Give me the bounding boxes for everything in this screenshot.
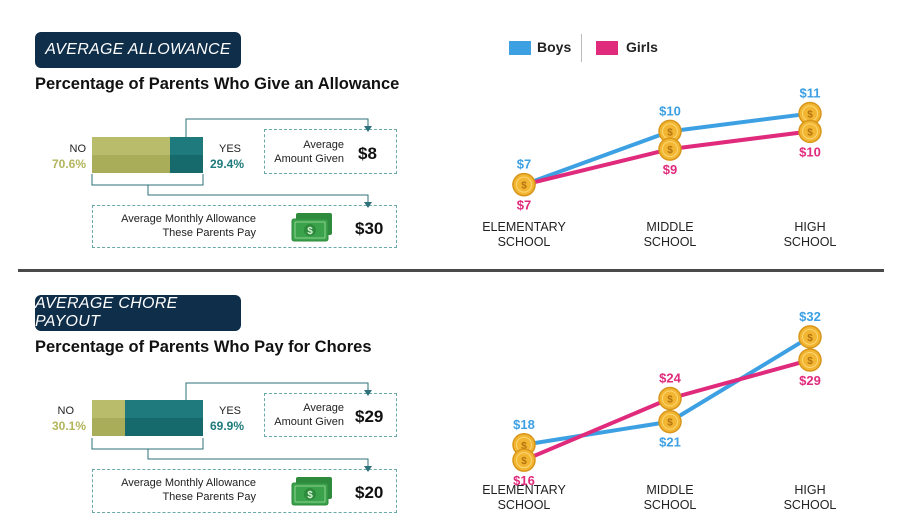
- chores-bar: [92, 400, 203, 436]
- allowance-monthly-line1: Average Monthly Allowance: [121, 213, 256, 225]
- allowance-section-tag: AVERAGE ALLOWANCE: [35, 32, 241, 68]
- chores-section-tag: AVERAGE CHORE PAYOUT: [35, 295, 241, 331]
- svg-text:$: $: [807, 110, 813, 121]
- legend-girls-swatch: [596, 41, 618, 55]
- chores-subtitle: Percentage of Parents Who Pay for Chores: [35, 338, 372, 356]
- data-label-boys: $18: [513, 417, 535, 432]
- data-label-boys: $21: [659, 435, 681, 450]
- chores-monthly-box: [92, 469, 397, 513]
- category-label: SCHOOL: [644, 235, 697, 249]
- allowance-yes-label: YES: [219, 143, 242, 155]
- category-label: HIGH: [794, 483, 825, 497]
- svg-text:$: $: [521, 456, 527, 467]
- svg-text:$: $: [667, 395, 673, 406]
- coin-icon: $: [798, 119, 822, 144]
- chores-average-box: [264, 393, 397, 437]
- svg-text:$: $: [667, 127, 673, 138]
- allowance-bar-yes: [170, 137, 203, 173]
- chores-monthly-amount: $20: [355, 483, 384, 502]
- chores-monthly-line1: Average Monthly Allowance: [121, 477, 256, 489]
- allowance-bar-no: [92, 137, 170, 173]
- chores-average-line2: Amount Given: [274, 416, 344, 428]
- allowance-average-line1: Average: [303, 139, 344, 151]
- data-label-girls: $16: [513, 473, 535, 488]
- category-label: MIDDLE: [646, 483, 693, 497]
- svg-text:$: $: [521, 181, 527, 192]
- data-label-girls: $9: [663, 162, 677, 177]
- allowance-yes-pct: 29.4%: [210, 157, 245, 171]
- allowance-bar: [92, 137, 203, 173]
- coin-icon: $: [658, 409, 682, 434]
- category-label: SCHOOL: [784, 235, 837, 249]
- legend-boys-swatch: [509, 41, 531, 55]
- legend-divider: [581, 34, 582, 62]
- category-label: HIGH: [794, 220, 825, 234]
- data-label-boys: $11: [800, 86, 821, 101]
- category-label: SCHOOL: [498, 235, 551, 249]
- data-label-girls: $29: [799, 373, 821, 388]
- allowance-line-chart: $$7$$10$$11$$7$$9$$10ELEMENTARYSCHOOLMID…: [482, 86, 837, 249]
- category-label: SCHOOL: [498, 498, 551, 512]
- data-label-girls: $24: [659, 371, 681, 386]
- svg-text:$: $: [307, 490, 313, 501]
- svg-text:$: $: [807, 333, 813, 344]
- chores-bar-no: [92, 400, 125, 436]
- svg-text:$: $: [307, 226, 313, 237]
- legend-girls-label: Girls: [626, 39, 658, 55]
- coin-icon: $: [798, 325, 822, 349]
- category-label: ELEMENTARY: [482, 483, 566, 497]
- category-label: SCHOOL: [644, 498, 697, 512]
- allowance-no-pct: 70.6%: [51, 157, 86, 171]
- coin-icon: $: [512, 172, 536, 197]
- svg-text:$: $: [807, 127, 813, 138]
- cash-icon: $: [291, 213, 332, 242]
- data-label-girls: $7: [517, 198, 531, 213]
- chores-average-amount: $29: [355, 407, 384, 426]
- coin-icon: $: [512, 448, 536, 472]
- svg-text:$: $: [521, 441, 527, 452]
- cash-icon: $: [291, 477, 332, 506]
- chores-bar-yes: [125, 400, 203, 436]
- allowance-monthly-box: [92, 205, 397, 248]
- data-label-boys: $32: [799, 309, 821, 324]
- legend-boys-label: Boys: [537, 39, 572, 55]
- svg-text:$: $: [807, 356, 813, 367]
- allowance-average-line2: Amount Given: [274, 153, 344, 165]
- data-label-boys: $7: [517, 157, 531, 172]
- coin-icon: $: [658, 137, 682, 161]
- coin-icon: $: [658, 386, 682, 411]
- data-label-boys: $10: [659, 103, 681, 118]
- category-label: ELEMENTARY: [482, 220, 566, 234]
- coin-icon: $: [798, 348, 822, 372]
- category-label: SCHOOL: [784, 498, 837, 512]
- allowance-average-amount: $8: [358, 144, 377, 163]
- svg-text:$: $: [667, 418, 673, 429]
- chores-average-line1: Average: [303, 402, 344, 414]
- data-label-girls: $10: [799, 144, 821, 159]
- chores-yes-label: YES: [219, 405, 242, 417]
- allowance-no-label: NO: [69, 143, 87, 155]
- section-divider: [18, 269, 884, 272]
- chores-monthly-line2: These Parents Pay: [162, 491, 256, 503]
- allowance-subtitle: Percentage of Parents Who Give an Allowa…: [35, 75, 400, 93]
- chores-no-label: NO: [57, 405, 75, 417]
- chores-yes-pct: 69.9%: [210, 419, 245, 433]
- chores-no-pct: 30.1%: [51, 419, 86, 433]
- allowance-monthly-line2: These Parents Pay: [162, 227, 256, 239]
- allowance-average-box: [264, 129, 397, 174]
- svg-text:$: $: [667, 145, 673, 156]
- category-label: MIDDLE: [646, 220, 693, 234]
- chores-line-chart: $$18 $$21$$32$$16$$24$$29ELEMENTARYSCHOOL…: [482, 309, 837, 512]
- allowance-monthly-amount: $30: [355, 219, 384, 238]
